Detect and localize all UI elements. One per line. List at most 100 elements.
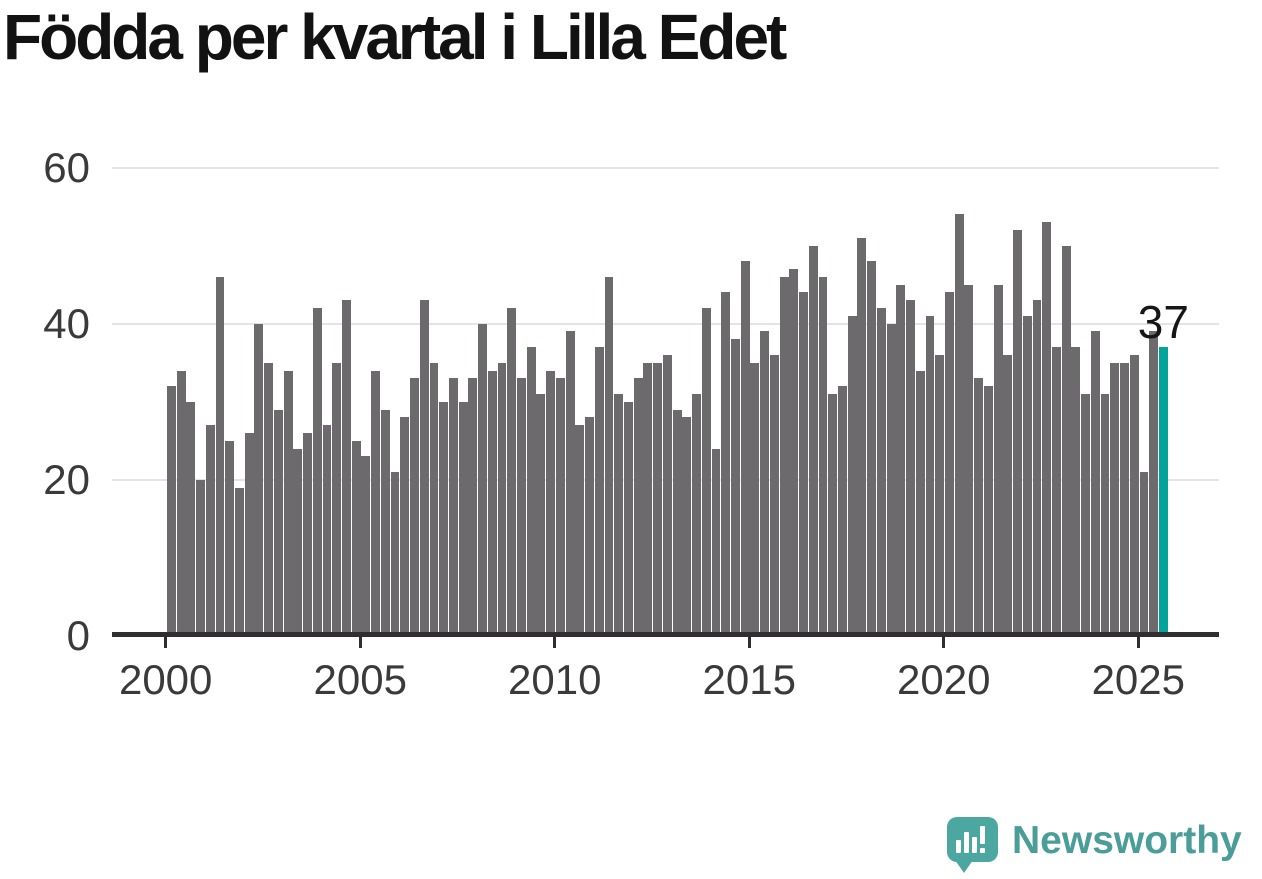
highlighted-bar-latest-quarter[interactable]	[1158, 347, 1168, 636]
bar[interactable]	[779, 276, 789, 636]
bar[interactable]	[662, 354, 672, 636]
bar[interactable]	[400, 417, 410, 636]
bar[interactable]	[565, 331, 575, 636]
bar[interactable]	[915, 370, 925, 636]
bar[interactable]	[1100, 393, 1110, 636]
bar[interactable]	[234, 487, 244, 636]
bar[interactable]	[1081, 393, 1091, 636]
bar[interactable]	[837, 386, 847, 636]
bar[interactable]	[1139, 472, 1149, 636]
bar[interactable]	[653, 362, 663, 636]
bar[interactable]	[740, 261, 750, 636]
bar[interactable]	[186, 401, 196, 636]
bar[interactable]	[1149, 331, 1159, 636]
bar[interactable]	[692, 393, 701, 636]
bar[interactable]	[458, 401, 468, 636]
bar[interactable]	[1071, 347, 1081, 636]
bar[interactable]	[1061, 245, 1071, 636]
bar[interactable]	[769, 354, 779, 636]
bar[interactable]	[371, 370, 381, 636]
bar[interactable]	[419, 300, 429, 636]
bar[interactable]	[614, 393, 624, 636]
bar[interactable]	[244, 432, 254, 636]
bar[interactable]	[1120, 362, 1129, 636]
bar[interactable]	[555, 378, 565, 636]
bar[interactable]	[1013, 229, 1022, 636]
bar[interactable]	[935, 354, 945, 636]
bar[interactable]	[351, 440, 361, 636]
bar[interactable]	[361, 456, 371, 636]
bar[interactable]	[546, 370, 556, 636]
bar[interactable]	[1003, 354, 1013, 636]
bar[interactable]	[380, 409, 390, 636]
bar[interactable]	[341, 300, 351, 636]
bar[interactable]	[264, 362, 274, 636]
bar[interactable]	[594, 347, 604, 636]
bar[interactable]	[1022, 315, 1032, 636]
bar[interactable]	[1051, 347, 1061, 636]
bar[interactable]	[867, 261, 877, 636]
bar[interactable]	[682, 417, 692, 636]
bar[interactable]	[487, 370, 497, 636]
bar[interactable]	[1110, 362, 1120, 636]
bar[interactable]	[283, 370, 293, 636]
bar[interactable]	[799, 292, 808, 636]
bar[interactable]	[429, 362, 439, 636]
bar[interactable]	[312, 308, 322, 636]
bar[interactable]	[1090, 331, 1100, 636]
bar[interactable]	[857, 237, 867, 636]
bar[interactable]	[925, 315, 935, 636]
bar[interactable]	[322, 425, 332, 636]
bar[interactable]	[176, 370, 186, 636]
bar[interactable]	[993, 284, 1003, 636]
bar[interactable]	[478, 323, 488, 636]
bar[interactable]	[273, 409, 283, 636]
bar[interactable]	[906, 300, 915, 636]
bar[interactable]	[585, 417, 594, 636]
bar[interactable]	[721, 292, 731, 636]
bar[interactable]	[205, 425, 215, 636]
bar[interactable]	[983, 386, 993, 636]
bar[interactable]	[215, 276, 225, 636]
bar[interactable]	[575, 425, 585, 636]
bar[interactable]	[448, 378, 458, 636]
bar[interactable]	[1042, 222, 1052, 636]
bar[interactable]	[808, 245, 818, 636]
bar[interactable]	[633, 378, 643, 636]
bar[interactable]	[439, 401, 449, 636]
bar[interactable]	[711, 448, 721, 636]
bar[interactable]	[964, 284, 974, 636]
bar[interactable]	[828, 393, 838, 636]
bar[interactable]	[760, 331, 770, 636]
bar[interactable]	[643, 362, 653, 636]
bar[interactable]	[225, 440, 235, 636]
bar[interactable]	[526, 347, 536, 636]
bar[interactable]	[818, 276, 828, 636]
bar[interactable]	[847, 315, 857, 636]
bar[interactable]	[896, 284, 906, 636]
bar[interactable]	[517, 378, 526, 636]
bar[interactable]	[701, 308, 711, 636]
bar[interactable]	[886, 323, 896, 636]
bar[interactable]	[1032, 300, 1042, 636]
bar[interactable]	[944, 292, 954, 636]
bar[interactable]	[390, 472, 400, 636]
bar[interactable]	[624, 401, 633, 636]
bar[interactable]	[750, 362, 760, 636]
bar[interactable]	[536, 393, 546, 636]
bar[interactable]	[507, 308, 517, 636]
bar[interactable]	[410, 378, 419, 636]
bar[interactable]	[332, 362, 342, 636]
bar[interactable]	[303, 432, 312, 636]
bar[interactable]	[468, 378, 478, 636]
bar[interactable]	[672, 409, 682, 636]
bar[interactable]	[974, 378, 984, 636]
bar[interactable]	[293, 448, 303, 636]
bar[interactable]	[196, 479, 205, 636]
bar[interactable]	[789, 269, 799, 636]
bar[interactable]	[1129, 354, 1139, 636]
bar[interactable]	[604, 276, 614, 636]
bar[interactable]	[731, 339, 740, 636]
bar[interactable]	[497, 362, 507, 636]
bar[interactable]	[876, 308, 886, 636]
